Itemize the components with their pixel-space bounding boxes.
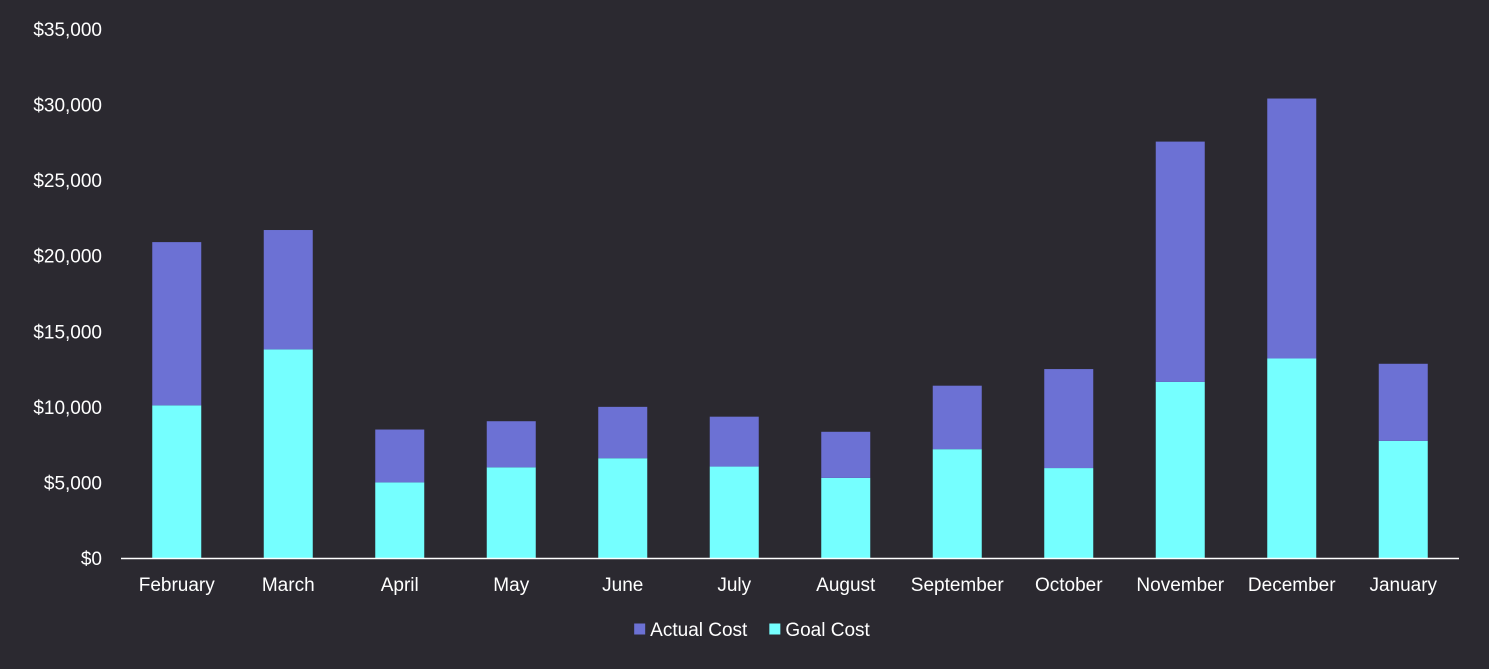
bar-actual-cost-august [821, 431, 871, 478]
bar-actual-cost-february [152, 242, 202, 406]
x-tick-label: October [1035, 575, 1103, 596]
bar-actual-cost-september [932, 385, 982, 450]
bar-goal-cost-february [152, 405, 202, 558]
bar-goal-cost-june [598, 458, 648, 558]
bar-goal-cost-april [375, 482, 425, 558]
bar-actual-cost-december [1267, 98, 1317, 359]
legend-label-goal-cost: Goal Cost [785, 620, 870, 641]
bar-actual-cost-october [1044, 369, 1094, 469]
y-tick-label: $10,000 [33, 398, 102, 419]
bar-goal-cost-october [1044, 468, 1094, 558]
bar-goal-cost-january [1378, 440, 1428, 558]
bar-goal-cost-august [821, 477, 871, 558]
bar-actual-cost-july [709, 416, 759, 467]
x-tick-label: July [717, 575, 751, 596]
bar-goal-cost-november [1155, 381, 1205, 558]
bar-actual-cost-april [375, 429, 425, 483]
x-tick-label: April [381, 575, 419, 596]
x-tick-label: November [1136, 575, 1224, 596]
legend-label-actual-cost: Actual Cost [650, 620, 748, 641]
x-tick-label: January [1369, 575, 1437, 596]
bar-actual-cost-march [263, 230, 313, 350]
legend-swatch-actual-cost [634, 623, 646, 635]
x-tick-label: May [493, 575, 529, 596]
x-axis: February March April May June July August Septe… [139, 575, 1438, 596]
bar-actual-cost-june [598, 406, 648, 459]
legend-swatch-goal-cost [769, 623, 781, 635]
y-tick-label: $35,000 [33, 20, 102, 41]
bar-goal-cost-may [486, 467, 536, 558]
x-tick-label: February [139, 575, 216, 596]
legend: Actual Cost Goal Cost [634, 620, 871, 641]
bar-goal-cost-march [263, 349, 313, 558]
bar-actual-cost-may [486, 421, 536, 468]
bar-actual-cost-november [1155, 141, 1205, 382]
bar-goal-cost-september [932, 449, 982, 558]
bar-goal-cost-july [709, 466, 759, 558]
bar-goal-cost-december [1267, 358, 1317, 558]
y-axis: $0 $5,000 $10,000 $15,000 $20,000 $25,000 $30,… [33, 20, 102, 570]
bar-actual-cost-january [1378, 363, 1428, 441]
x-tick-label: June [602, 575, 643, 596]
y-tick-label: $25,000 [33, 171, 102, 192]
bars-group [152, 98, 1428, 558]
y-tick-label: $30,000 [33, 96, 102, 117]
x-tick-label: December [1248, 575, 1336, 596]
x-tick-label: August [816, 575, 876, 596]
x-tick-label: March [262, 575, 315, 596]
y-tick-label: $20,000 [33, 247, 102, 268]
x-tick-label: September [911, 575, 1005, 596]
y-tick-label: $5,000 [44, 473, 102, 494]
y-tick-label: $0 [81, 549, 102, 570]
y-tick-label: $15,000 [33, 322, 102, 343]
